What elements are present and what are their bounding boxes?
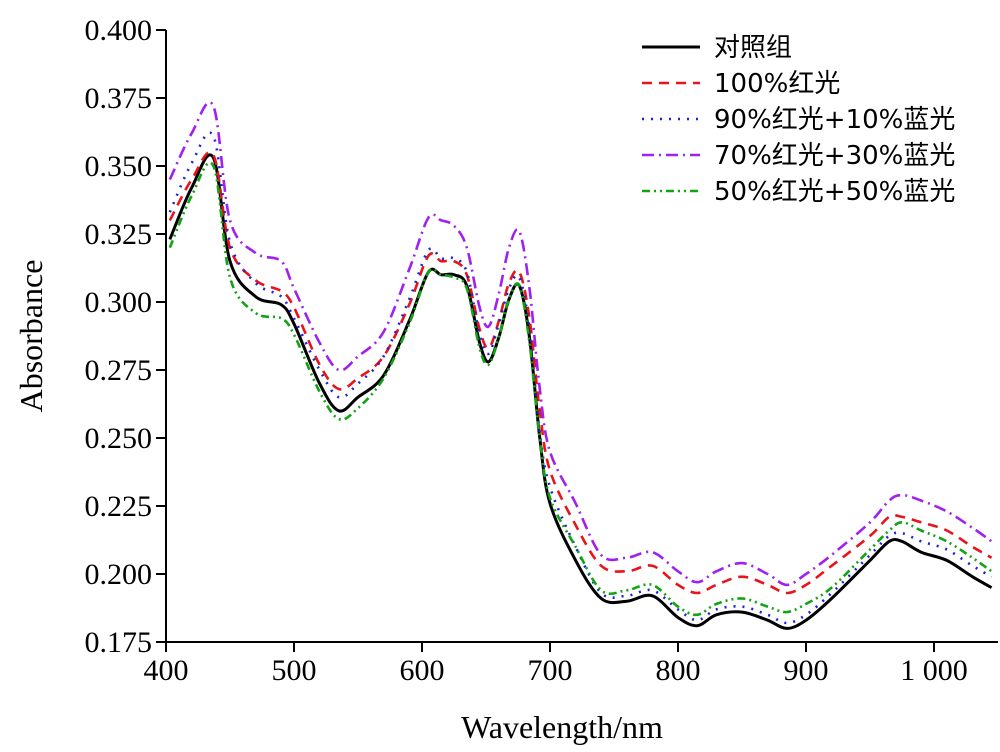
y-tick-label: 0.400: [85, 14, 153, 47]
series-line-3: [168, 131, 993, 625]
y-tick-label: 0.225: [85, 490, 153, 523]
x-tick-label: 800: [656, 654, 701, 687]
legend-label: 90%红光+10%蓝光: [714, 105, 955, 135]
series-line-2: [168, 151, 993, 595]
x-tick-label: 1 000: [900, 654, 968, 687]
y-axis-label: Absorbance: [13, 260, 49, 413]
y-tick-label: 0.325: [85, 218, 153, 251]
legend-label: 对照组: [714, 33, 792, 63]
series-layer: [168, 101, 993, 630]
tick-labels: 400 500 600 700 800 900 1 000 0.175 0.200 0.225 0.…: [85, 14, 968, 687]
x-axis-label: Wavelength/nm: [461, 709, 663, 745]
x-tick-label: 600: [400, 654, 445, 687]
x-tick-label: 700: [528, 654, 573, 687]
x-tick-label: 500: [272, 654, 317, 687]
y-tick-label: 0.275: [85, 354, 153, 387]
series-line-5: [168, 161, 993, 617]
legend-label: 100%红光: [714, 69, 840, 99]
legend-label: 50%红光+50%蓝光: [714, 177, 955, 207]
axes: [156, 29, 998, 652]
y-tick-label: 0.200: [85, 558, 153, 591]
legend: 对照组 100%红光 90%红光+10%蓝光 70%红光+30%蓝光 50%红光+50%…: [642, 33, 955, 207]
x-tick-label: 400: [144, 654, 189, 687]
series-line-4: [168, 101, 993, 587]
y-tick-label: 0.300: [85, 286, 153, 319]
series-line-1: [168, 153, 993, 630]
y-tick-label: 0.350: [85, 150, 153, 183]
y-tick-label: 0.250: [85, 422, 153, 455]
y-tick-label: 0.175: [85, 626, 153, 659]
legend-label: 70%红光+30%蓝光: [714, 141, 955, 171]
y-tick-label: 0.375: [85, 82, 153, 115]
x-tick-label: 900: [784, 654, 829, 687]
